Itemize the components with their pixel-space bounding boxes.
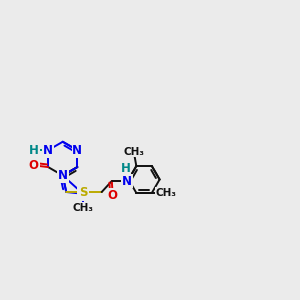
- Text: N: N: [58, 169, 68, 182]
- Text: CH₃: CH₃: [123, 147, 144, 157]
- Text: N: N: [43, 144, 53, 157]
- Text: H: H: [120, 162, 130, 175]
- Text: S: S: [79, 185, 87, 199]
- Text: N: N: [78, 187, 88, 200]
- Text: CH₃: CH₃: [156, 188, 177, 198]
- Text: O: O: [29, 159, 39, 172]
- Text: O: O: [108, 189, 118, 202]
- Text: H: H: [29, 144, 39, 157]
- Text: CH₃: CH₃: [73, 203, 94, 213]
- Text: N: N: [122, 175, 132, 188]
- Text: N: N: [72, 144, 82, 157]
